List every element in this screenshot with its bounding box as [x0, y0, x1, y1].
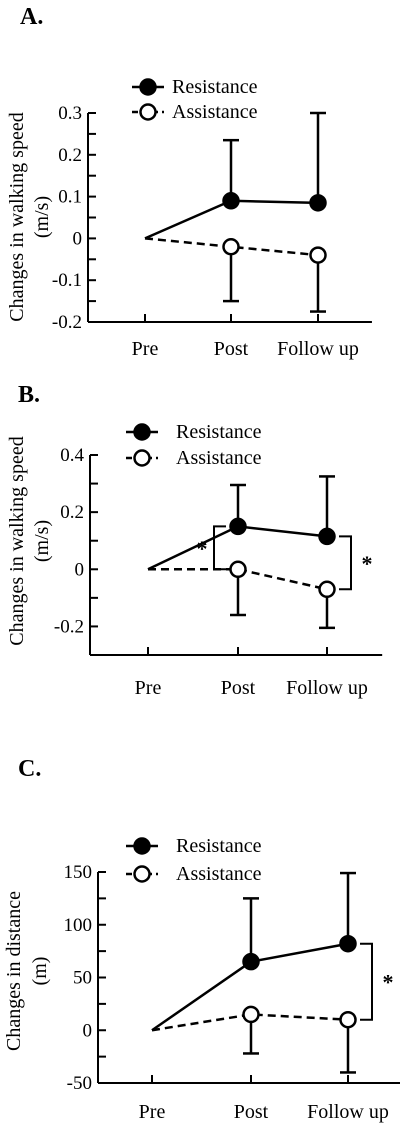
y-tick-label: 0.2: [60, 502, 84, 523]
legend-marker: [139, 103, 157, 121]
significance-marker: *: [362, 551, 373, 576]
legend-label: Resistance: [176, 835, 262, 857]
panel-label: B.: [18, 382, 40, 408]
y-tick-label: 0: [73, 228, 83, 249]
series-line-assistance: [144, 237, 319, 257]
series-line-assistance: [151, 1013, 349, 1032]
y-tick-label: 0.3: [58, 103, 82, 124]
y-tick-label: 100: [64, 915, 93, 936]
data-point-resistance: [222, 192, 240, 210]
significance-bracket: [213, 525, 226, 571]
legend-marker: [133, 423, 151, 441]
y-tick-label: 0.4: [60, 445, 84, 466]
legend-marker: [133, 865, 151, 883]
series-line-assistance: [148, 568, 328, 591]
legend-marker: [133, 449, 151, 467]
y-axis-label: Changes in distance: [3, 891, 25, 1051]
data-point-assistance: [309, 246, 327, 264]
significance-bracket: [360, 942, 373, 1021]
y-tick-label: 50: [73, 968, 92, 989]
x-tick-label: Post: [221, 677, 256, 699]
legend-label: Assistance: [176, 447, 262, 469]
legend-label: Resistance: [172, 76, 258, 98]
panel-label: C.: [18, 756, 41, 782]
y-tick-label: -0.2: [52, 312, 82, 333]
data-point-resistance: [309, 194, 327, 212]
y-tick-label: 150: [64, 862, 93, 883]
y-tick-label: 0.1: [58, 187, 82, 208]
data-point-assistance: [242, 1005, 260, 1024]
y-axis-label: (m/s): [31, 520, 53, 562]
y-axis-label: Changes in walking speed: [6, 112, 28, 321]
data-point-assistance: [318, 580, 336, 599]
data-point-assistance: [222, 238, 240, 256]
y-tick-label: 0: [83, 1020, 93, 1041]
x-tick-label: Post: [234, 1101, 269, 1123]
legend-label: Resistance: [176, 421, 262, 443]
x-tick-label: Pre: [135, 677, 162, 699]
data-point-resistance: [229, 517, 247, 536]
x-tick-label: Follow up: [307, 1101, 389, 1123]
x-tick-label: Pre: [139, 1101, 166, 1123]
y-tick-label: 0.2: [58, 145, 82, 166]
significance-marker: *: [383, 970, 394, 995]
data-point-assistance: [229, 560, 247, 579]
x-tick-label: Pre: [132, 338, 159, 360]
x-tick-label: Follow up: [286, 677, 368, 699]
data-point-resistance: [242, 952, 260, 971]
y-tick-label: -0.1: [52, 270, 82, 291]
significance-marker: *: [197, 536, 208, 561]
significance-bracket: [339, 535, 352, 591]
y-tick-label: -0.2: [54, 616, 84, 637]
legend-label: Assistance: [176, 863, 262, 885]
legend-marker: [133, 837, 151, 855]
y-axis-label: (m): [29, 957, 51, 986]
y-tick-label: 0: [75, 559, 85, 580]
legend-label: Assistance: [172, 101, 258, 123]
y-tick-label: -50: [67, 1073, 92, 1094]
data-point-resistance: [318, 527, 336, 546]
chart-panel-3: C. Changes in distance (m) 150 100 50 0 -50 Pre P…: [3, 756, 400, 1123]
y-axis-label: Changes in walking speed: [6, 436, 28, 645]
legend-marker: [139, 78, 157, 96]
y-axis-label: (m/s): [31, 196, 53, 238]
panel-label: A.: [20, 4, 43, 30]
x-tick-label: Post: [214, 338, 249, 360]
data-point-resistance: [339, 934, 357, 953]
data-point-assistance: [339, 1010, 357, 1029]
chart-panel-2: B. Changes in walking speed (m/s) 0.4 0.2 0 -0…: [6, 382, 383, 699]
x-tick-label: Follow up: [277, 338, 359, 360]
chart-panel-1: A. Changes in walking speed (m/s) 0.3 0.2 0.1…: [6, 4, 372, 360]
